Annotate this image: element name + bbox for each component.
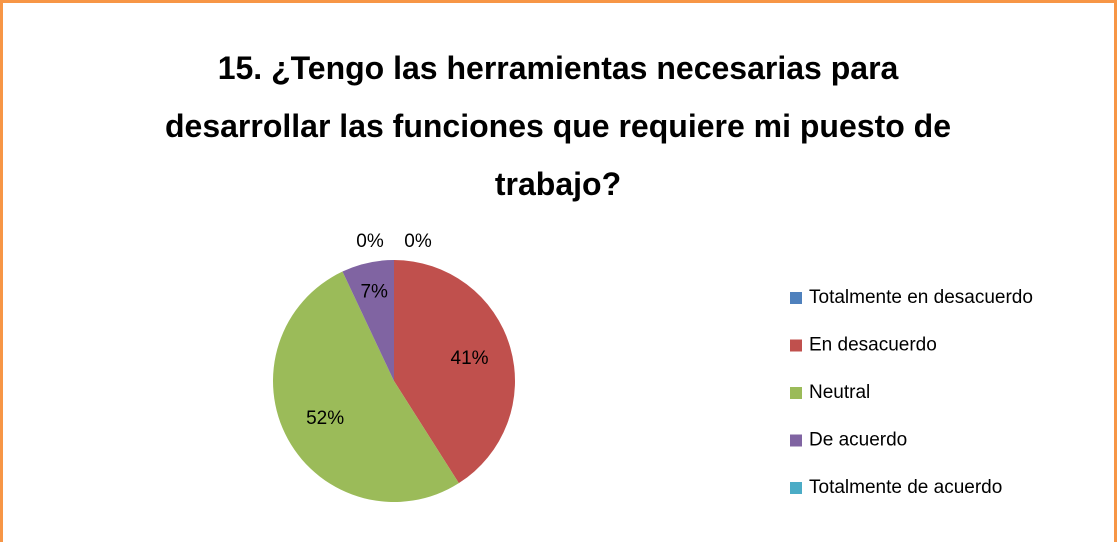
legend-swatch (790, 482, 802, 494)
legend-label: De acuerdo (809, 430, 907, 451)
data-label: 52% (306, 408, 344, 429)
legend-swatch (790, 339, 802, 352)
legend-swatch (790, 387, 802, 399)
legend-label: Totalmente de acuerdo (809, 477, 1002, 498)
pie-slice (342, 260, 394, 381)
legend-label: Totalmente en desacuerdo (809, 287, 1033, 308)
chart: 0% 41% 52% 7% 0% Totalmente en desacuerdo En d… (272, 231, 1033, 503)
data-label: 0% (356, 231, 384, 252)
data-label: 0% (404, 231, 432, 252)
legend-label: Neutral (809, 382, 870, 403)
data-label: 41% (451, 348, 489, 369)
pie-slice (394, 260, 515, 484)
data-label: 7% (360, 281, 388, 302)
legend-swatch (790, 434, 802, 447)
pie-slice (272, 271, 459, 503)
legend-swatch (790, 292, 802, 304)
chart-title: 15. ¿Tengo las herramientas necesarias p… (164, 50, 951, 202)
legend-label: En desacuerdo (809, 335, 937, 356)
